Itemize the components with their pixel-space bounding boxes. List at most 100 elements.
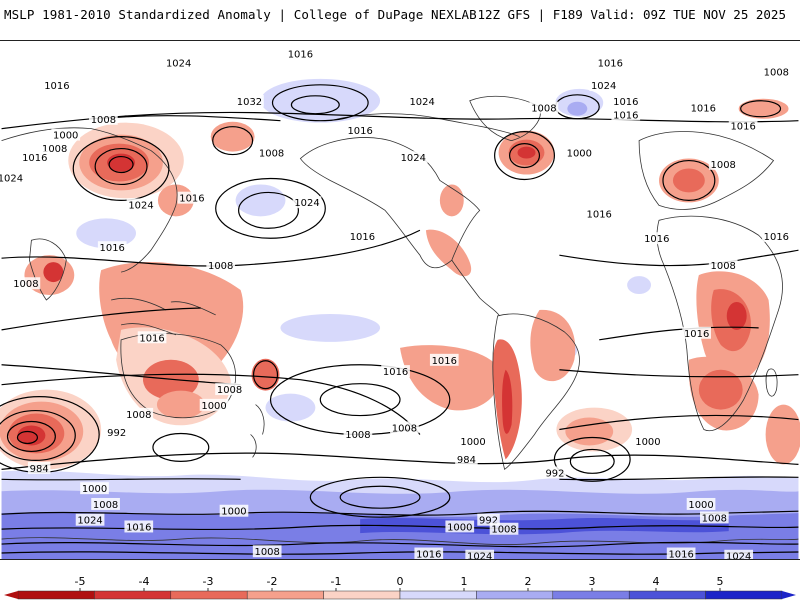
isobar-label: 1016 bbox=[44, 81, 69, 92]
colorbar-swatch bbox=[17, 590, 95, 600]
colorbar-swatch bbox=[399, 590, 477, 600]
isobar-label-bg bbox=[105, 425, 128, 438]
isobar-label-bg bbox=[177, 191, 207, 204]
isobar-label-bg bbox=[206, 259, 236, 272]
colorbar-swatch bbox=[552, 590, 630, 600]
isobar-high-north-pacific-1016 bbox=[215, 177, 326, 239]
east-africa-low-anomaly-3 bbox=[726, 301, 747, 330]
isobar-label-bg bbox=[42, 79, 72, 92]
colorbar-swatch bbox=[323, 590, 401, 600]
madagascar-outline bbox=[765, 368, 778, 397]
africa-outline bbox=[656, 215, 783, 432]
isobar-label-bg bbox=[761, 65, 791, 78]
isobar-label: 1016 bbox=[416, 549, 441, 560]
isobar-label: 1016 bbox=[684, 329, 709, 340]
isobar-label: 1024 bbox=[166, 59, 191, 70]
isobar-label: 1008 bbox=[42, 144, 67, 155]
isobar-label-bg bbox=[728, 119, 758, 132]
isobar-1008-southern-ocean bbox=[1, 452, 799, 470]
isobar-high-north-pacific-1024 bbox=[238, 191, 299, 229]
isobar-label: 1000 bbox=[221, 507, 246, 518]
colorbar-tick-label: 2 bbox=[525, 575, 532, 588]
isobar-label-bg bbox=[761, 229, 791, 242]
isobar-label: 1016 bbox=[288, 50, 313, 61]
isobar-label: 1016 bbox=[139, 333, 164, 344]
isobar-label-bg bbox=[215, 383, 244, 396]
isobar-label-bg bbox=[124, 407, 154, 420]
isobar-label: 1008 bbox=[531, 104, 556, 115]
isobar-label-bg bbox=[398, 151, 428, 164]
west-africa-low-anomaly-2 bbox=[43, 262, 64, 283]
southern-africa-low-anomaly-2 bbox=[698, 369, 743, 410]
antarctica-outline bbox=[1, 537, 799, 545]
map-title: MSLP 1981-2010 Standardized Anomaly | Co… bbox=[4, 7, 477, 22]
isobar-label-bg bbox=[252, 545, 282, 558]
isobar-label-bg bbox=[124, 520, 154, 533]
colorbar-tick-label: -3 bbox=[203, 575, 214, 588]
siberia-high-anomaly-core bbox=[567, 101, 588, 116]
isobar-label-bg bbox=[477, 513, 500, 526]
isobar-label-bg bbox=[543, 466, 567, 479]
isobar-label: 1016 bbox=[691, 104, 716, 115]
isobar-labels: 1016 1024 1016 1008 1016 1024 1032 1024 1016 1016… bbox=[0, 47, 791, 560]
isobar-label: 1000 bbox=[447, 522, 472, 533]
isobar-label: 1008 bbox=[711, 261, 736, 272]
colorbar-tick-label: 0 bbox=[397, 575, 404, 588]
isobar-label-bg bbox=[40, 142, 70, 155]
europe-outline bbox=[638, 131, 775, 210]
isobar-label-bg bbox=[633, 434, 663, 447]
colorbar-tick-label: 4 bbox=[653, 575, 660, 588]
central-america-outline bbox=[451, 259, 500, 317]
isobar-label-bg bbox=[390, 421, 419, 434]
greenland-outline bbox=[469, 95, 541, 142]
isobar-label-bg bbox=[292, 196, 322, 209]
isobar-label-bg bbox=[97, 241, 127, 254]
isobar-label-bg bbox=[642, 232, 672, 245]
anomaly-map: 1016 1024 1016 1008 1016 1024 1032 1024 1016 1016… bbox=[0, 40, 800, 560]
isobar-low-gulf-alaska-1008 bbox=[212, 126, 254, 156]
colorbar: -5 -4 -3 -2 -1 0 1 2 3 4 5 bbox=[4, 575, 796, 600]
isobar-label-bg bbox=[611, 94, 641, 107]
isobar-1000-antarctic-trough bbox=[1, 510, 799, 516]
isobar-label: 1008 bbox=[392, 423, 417, 434]
isobar-1000-southern-ocean bbox=[1, 476, 799, 481]
west-pacific-high-anomaly bbox=[76, 218, 137, 249]
isobar-label: 1024 bbox=[294, 198, 319, 209]
isobar-label: 1008 bbox=[345, 430, 370, 441]
isobar-label-bg bbox=[80, 482, 109, 495]
isobar-label: 984 bbox=[457, 455, 476, 466]
isobar-high-greenland-1024 bbox=[271, 84, 369, 122]
south-indian-low-anomaly bbox=[765, 404, 800, 465]
isobar-label-bg bbox=[126, 198, 156, 211]
colorbar-swatch bbox=[246, 590, 324, 600]
isobar-label: 992 bbox=[479, 516, 498, 527]
isobar-label: 1016 bbox=[350, 232, 375, 243]
isobar-label: 1024 bbox=[128, 200, 153, 211]
isobar-label: 1016 bbox=[598, 59, 623, 70]
isobar-low-south-pacific-984 bbox=[339, 485, 421, 509]
isobar-label: 1024 bbox=[0, 173, 23, 184]
isobar-1008-tropic-south bbox=[1, 364, 799, 386]
tropical-pacific-low-anomaly bbox=[627, 276, 652, 295]
isobar-label-bg bbox=[564, 146, 594, 159]
us-low-anomaly bbox=[439, 184, 464, 217]
isobar-label-bg bbox=[0, 171, 25, 184]
isobar-label-bg bbox=[11, 277, 41, 290]
colorbar-tick-label: 1 bbox=[461, 575, 468, 588]
isobar-label-bg bbox=[235, 94, 264, 107]
isobar-label: 1024 bbox=[591, 81, 616, 92]
isobar-label: 1024 bbox=[726, 552, 751, 560]
colorbar-tick-label: 5 bbox=[717, 575, 724, 588]
isobar-label-bg bbox=[89, 112, 118, 125]
isobar-label: 1008 bbox=[93, 500, 118, 511]
isobar-1016-antarctic bbox=[1, 541, 799, 548]
isobar-label: 1000 bbox=[460, 437, 485, 448]
colorbar-tick-label: -4 bbox=[139, 575, 150, 588]
isobar-1016-subtropic-south bbox=[1, 373, 799, 435]
north-atlantic-low-anomaly-3 bbox=[517, 146, 536, 159]
new-zealand-outline bbox=[250, 404, 265, 458]
isobar-label-bg bbox=[75, 513, 105, 526]
isobar-label-bg bbox=[686, 497, 716, 510]
isobar-low-australia-1008 bbox=[152, 432, 210, 462]
isobar-label: 1000 bbox=[53, 131, 78, 142]
